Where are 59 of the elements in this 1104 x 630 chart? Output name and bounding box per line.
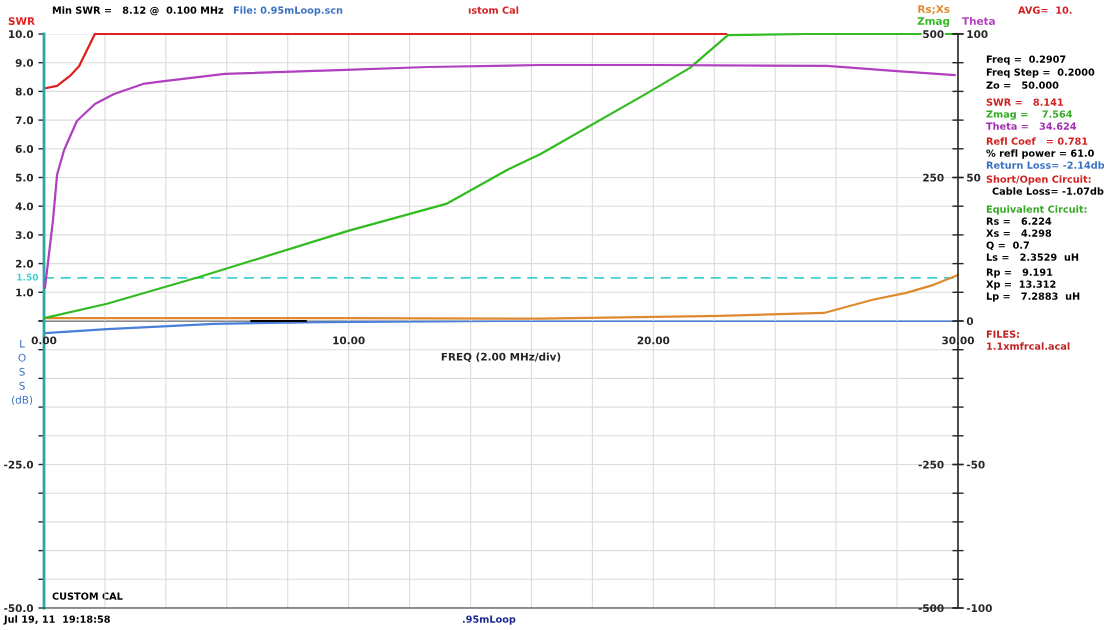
y-tick-label: 4.0 xyxy=(15,202,34,211)
text: Min SWR = 8.12 @ 0.100 MHz xyxy=(52,6,224,16)
y3-tick-label: 50 xyxy=(967,173,981,182)
y2-tick-label: 250 xyxy=(923,173,944,182)
y2-tick-label: 500 xyxy=(923,30,944,39)
text: FILES: xyxy=(986,330,1019,338)
y3-tick-label: -100 xyxy=(966,604,992,613)
text: Rp = 9.191 xyxy=(986,268,1053,278)
x-tick-label: 10.00 xyxy=(333,336,365,345)
text: ıstom Cal xyxy=(468,6,519,14)
text: Freq Step = 0.2000 xyxy=(986,68,1095,78)
text: Equivalent Circuit: xyxy=(986,205,1087,215)
y3-tick-label: 0 xyxy=(966,317,974,326)
text: Lp = 7.2883 uH xyxy=(986,292,1080,302)
text: SWR xyxy=(8,17,35,26)
text: Theta = 34.624 xyxy=(986,122,1077,130)
text: Q = 0.7 xyxy=(986,241,1030,251)
y-tick-label: -50.0 xyxy=(4,604,34,613)
y-tick-label: 2.0 xyxy=(15,259,34,268)
y-tick-label: 3.0 xyxy=(15,231,34,240)
text: Return Loss= -2.14db xyxy=(986,161,1104,169)
series-label: Zmag xyxy=(917,17,950,28)
y-tick-label: 8.0 xyxy=(15,87,34,96)
y-tick-label: 10.0 xyxy=(9,30,34,39)
text: Freq = 0.2907 xyxy=(986,55,1066,65)
y-tick-label: 6.0 xyxy=(15,145,34,153)
text: 1.1xmfrcal.acal xyxy=(987,342,1070,350)
y2-tick-label: -250 xyxy=(918,460,944,469)
text: Refl Coef = 0.781 xyxy=(986,137,1088,145)
line-series xyxy=(42,32,728,90)
y-tick-label: 7.0 xyxy=(15,116,34,125)
text: File: 0.95mLoop.scn xyxy=(233,6,343,16)
x-axis-title: FREQ (2.00 MHz/div) xyxy=(441,352,561,363)
text: Short/Open Circuit: xyxy=(986,175,1091,185)
y3-tick-label: -50 xyxy=(966,460,985,469)
text: Ls = 2.3529 uH xyxy=(986,253,1079,261)
text: SWR = 8.141 xyxy=(986,98,1063,106)
text: .95mLoop xyxy=(462,615,516,625)
y-tick-label: -25.0 xyxy=(4,460,34,469)
y2-tick-label: -500 xyxy=(918,604,944,613)
text: Theta xyxy=(962,16,995,26)
text: Xs = 4.298 xyxy=(986,229,1052,237)
text: AVG= 10. xyxy=(1018,6,1072,14)
text: Cable Loss= -1.07db xyxy=(992,187,1104,195)
line-series xyxy=(43,63,957,290)
text: Rs = 6.224 xyxy=(986,217,1052,225)
y3-tick-label: 100 xyxy=(967,30,988,39)
x-tick-label: 20.00 xyxy=(637,336,670,345)
text: Jul 19, 11 19:18:58 xyxy=(3,615,110,625)
annotation: CUSTOM CAL xyxy=(52,592,123,600)
text: Zo = 50.000 xyxy=(986,81,1059,89)
y-tick-label: 1.0 xyxy=(16,288,34,297)
y-tick-label: 9.0 xyxy=(15,58,34,67)
y-tick-label: 5.0 xyxy=(15,173,34,182)
text: Rs;Xs xyxy=(918,5,950,15)
ref-line-label: 1.50 xyxy=(17,273,39,281)
text: Zmag = 7.564 xyxy=(986,110,1073,120)
text: Xp = 13.312 xyxy=(986,280,1056,290)
text: % refl power = 61.0 xyxy=(986,149,1094,159)
